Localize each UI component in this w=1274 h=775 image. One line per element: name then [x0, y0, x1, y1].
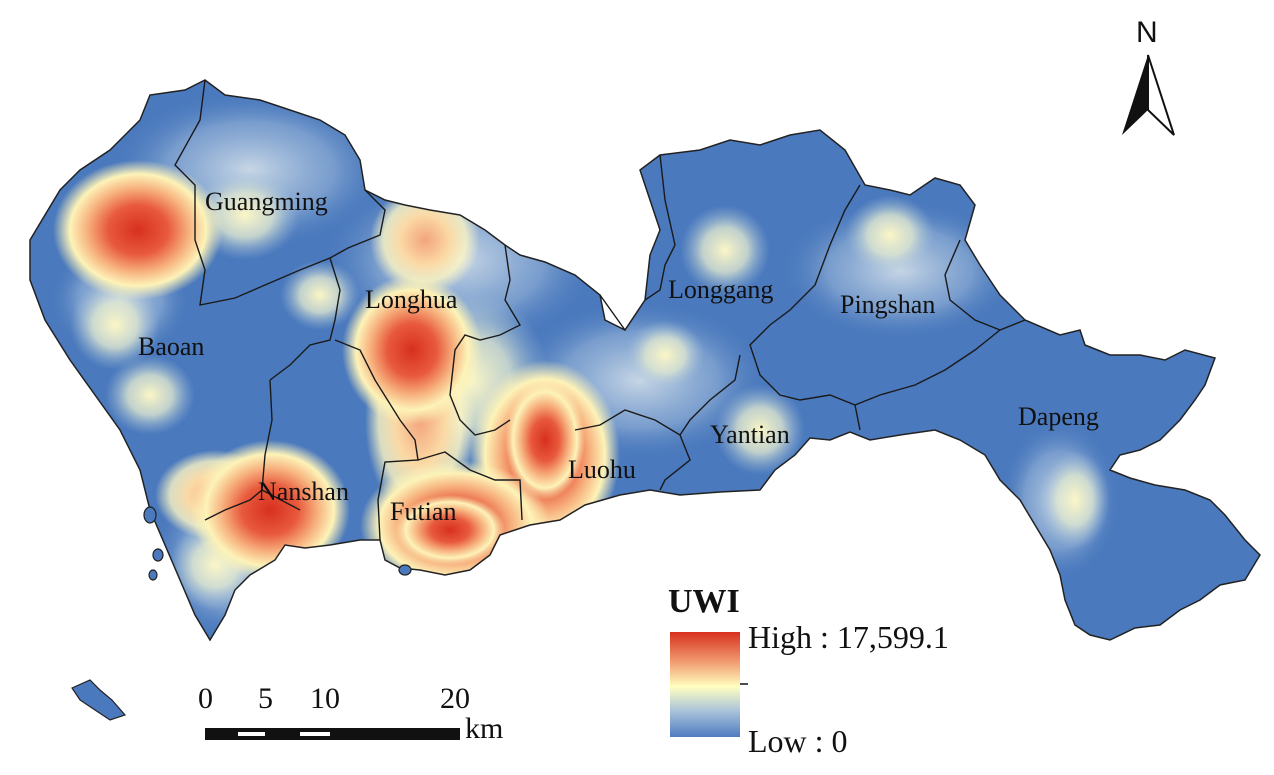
north-label: N [1136, 16, 1158, 49]
north-arrow-icon: N [1122, 16, 1175, 136]
scale-tick-0: 0 [198, 682, 213, 715]
label-longhua: Longhua [365, 285, 458, 314]
label-baoan: Baoan [138, 332, 204, 361]
scale-tick-5: 5 [258, 682, 273, 715]
label-pingshan: Pingshan [840, 290, 935, 319]
scale-bar: 0 5 10 20 km [198, 682, 503, 745]
district-labels: Guangming Baoan Longhua Nanshan Futian L… [138, 187, 1099, 526]
label-dapeng: Dapeng [1018, 402, 1099, 431]
scale-tick-10: 10 [310, 682, 340, 715]
label-yantian: Yantian [710, 420, 790, 449]
label-guangming: Guangming [205, 187, 328, 216]
label-nanshan: Nanshan [258, 477, 349, 506]
legend-title: UWI [668, 583, 740, 620]
legend-high-label: High : 17,599.1 [748, 619, 949, 655]
legend: UWI High : 17,599.1 Low : 0 [668, 583, 949, 759]
legend-low-label: Low : 0 [748, 723, 848, 759]
islands [71, 506, 412, 721]
label-luohu: Luohu [568, 455, 636, 484]
scale-tick-20: 20 [440, 682, 470, 715]
label-futian: Futian [390, 497, 456, 526]
scale-unit: km [465, 712, 503, 745]
district-boundaries [174, 79, 1026, 541]
legend-color-ramp [670, 632, 740, 737]
label-longgang: Longgang [668, 275, 773, 304]
